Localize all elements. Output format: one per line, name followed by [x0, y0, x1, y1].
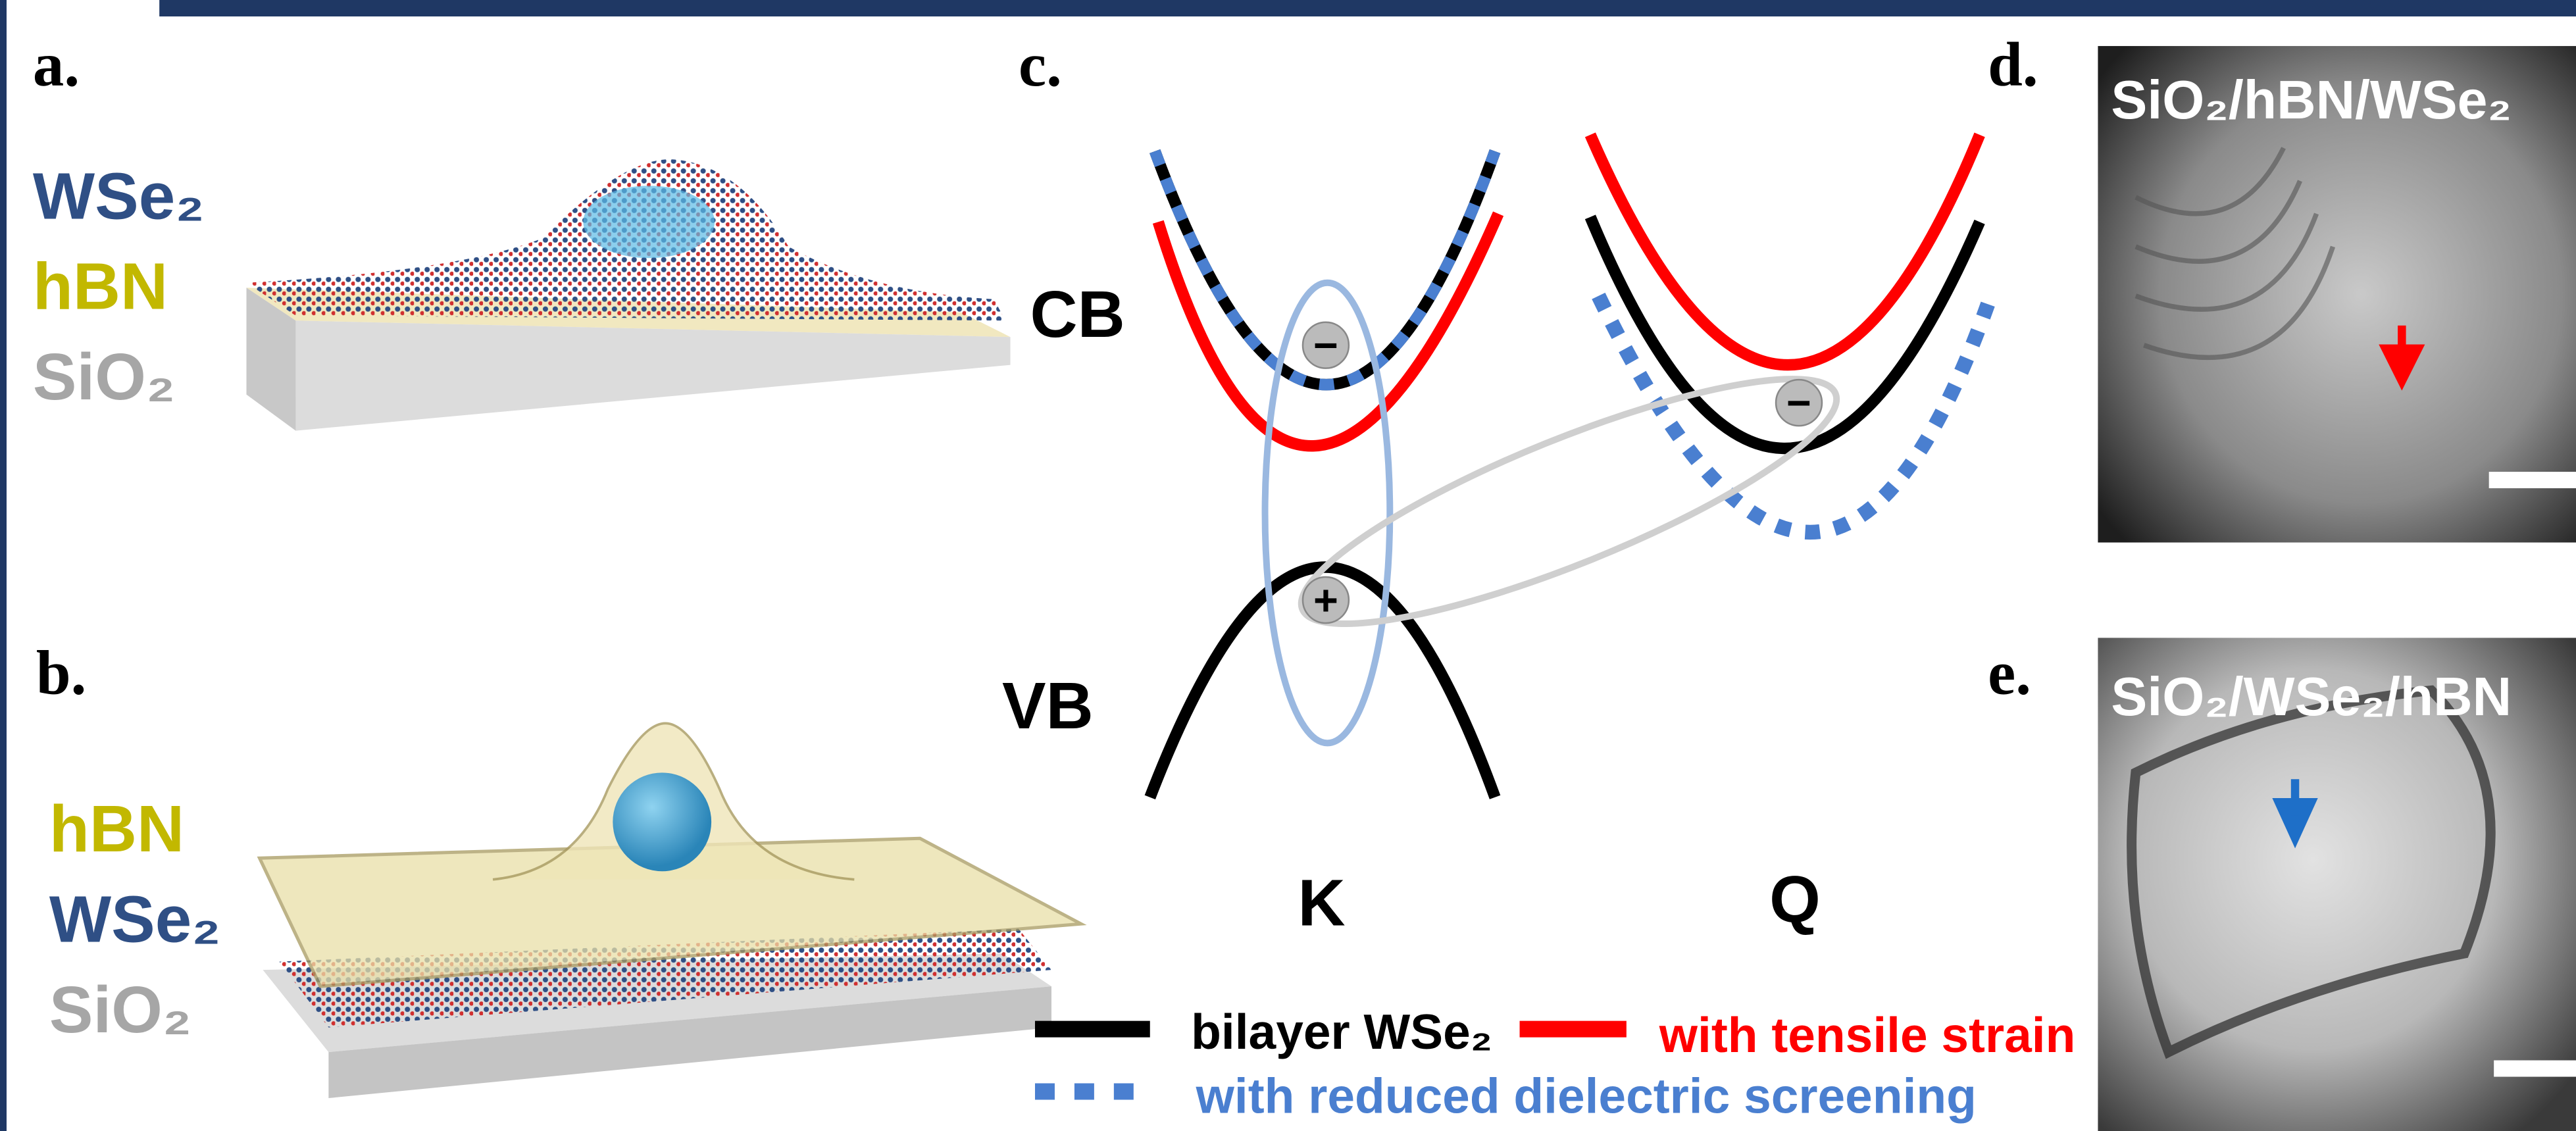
layer-label: hBN — [49, 793, 184, 866]
panel-label: d. — [1988, 30, 2038, 99]
valley-label: K — [1298, 867, 1345, 940]
page: Figure {"panel_a": {"label": "a.", "laye… — [0, 0, 2576, 1131]
valley-label: Q — [1769, 864, 1821, 937]
legend-label: with tensile strain — [1659, 1007, 2076, 1063]
left-border — [0, 0, 7, 1131]
scale-bar — [2489, 472, 2576, 488]
bubble — [613, 772, 711, 871]
electron-sign: − — [1313, 321, 1338, 369]
band-label: VB — [1002, 670, 1094, 743]
image-title: SiO₂/hBN/WSe₂ — [2111, 70, 2512, 130]
layer-label: SiO₂ — [33, 341, 175, 414]
panel-label: c. — [1019, 30, 1062, 99]
body: a. WSe₂ hBN SiO₂ b. hBN WSe₂ SiO₂ c. CB … — [0, 0, 2576, 1131]
panel-label: e. — [1988, 638, 2031, 707]
panel-label: b. — [36, 638, 86, 707]
panel-label: a. — [33, 30, 80, 99]
legend-label: with reduced dielectric screening — [1196, 1068, 1977, 1123]
layer-label: SiO₂ — [49, 974, 191, 1047]
bubble — [583, 186, 715, 258]
layer-label: hBN — [33, 251, 168, 324]
electron-sign: − — [1786, 379, 1811, 427]
scale-bar — [2494, 1061, 2576, 1077]
image-title: SiO₂/WSe₂/hBN — [2111, 666, 2512, 727]
top-border — [159, 0, 2576, 16]
layer-label: WSe₂ — [49, 884, 221, 957]
band-label: CB — [1030, 278, 1125, 351]
hole-sign: + — [1313, 576, 1338, 624]
figure: a. WSe₂ hBN SiO₂ b. hBN WSe₂ SiO₂ c. CB … — [0, 0, 2576, 1131]
layer-label: WSe₂ — [33, 160, 205, 233]
legend-label: bilayer WSe₂ — [1191, 1004, 1492, 1059]
